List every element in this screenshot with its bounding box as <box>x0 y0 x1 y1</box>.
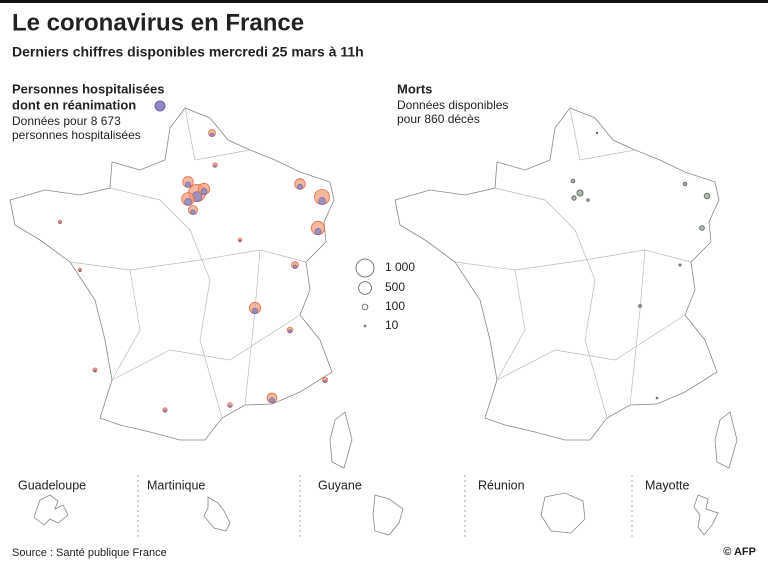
deaths-bubble <box>571 195 577 201</box>
deaths-bubble <box>638 304 642 308</box>
icu-bubble <box>314 228 322 235</box>
legend-circle <box>355 258 375 278</box>
deaths-bubble <box>682 181 688 187</box>
territory-label: Mayotte <box>645 478 690 492</box>
left-map-title: dont en réanimation <box>12 97 136 112</box>
icu-bubble <box>292 264 298 269</box>
left-map-title: Personnes hospitalisées <box>12 81 164 96</box>
legend-circle <box>358 281 372 295</box>
deaths-bubble <box>595 131 599 135</box>
icu-bubble <box>163 409 167 413</box>
department-border <box>454 249 692 271</box>
corsica-outline <box>329 411 353 469</box>
legend-circle <box>361 303 369 311</box>
subtitle: Derniers chiffres disponibles mercredi 2… <box>12 44 364 60</box>
icu-bubble <box>238 239 242 243</box>
department-border <box>569 107 636 161</box>
deaths-bubble <box>570 178 576 184</box>
department-border <box>111 314 301 381</box>
department-border <box>184 107 251 161</box>
department-border <box>494 187 608 419</box>
deaths-bubble <box>703 192 711 200</box>
icu-bubble <box>297 183 303 190</box>
territory-label: Guadeloupe <box>18 478 86 492</box>
territory-label: Réunion <box>478 478 525 492</box>
icu-bubble <box>58 221 62 224</box>
title: Le coronavirus en France <box>12 9 304 36</box>
maps: 1 000 500 100 10 <box>9 107 738 469</box>
deaths-bubble <box>678 263 682 267</box>
icu-key <box>154 100 166 112</box>
source: Source : Santé publique France <box>12 547 167 559</box>
icu-bubble <box>190 209 196 215</box>
icu-bubble <box>200 188 208 195</box>
corsica-outline <box>714 411 738 469</box>
left-map-note: personnes hospitalisées <box>12 128 141 142</box>
department-border <box>109 187 223 419</box>
icu-bubble <box>269 397 275 404</box>
left-map-note: Données pour 8 673 <box>12 114 121 128</box>
icu-bubble <box>78 269 82 272</box>
icu-bubble <box>209 132 215 137</box>
icu-bubble <box>288 329 292 334</box>
legend-label: 100 <box>385 299 405 313</box>
legend-label: 500 <box>385 280 405 294</box>
icu-bubble <box>318 197 326 205</box>
department-border <box>496 269 526 381</box>
france-outline <box>9 107 335 441</box>
deaths-bubble <box>699 225 705 231</box>
territory-label: Guyane <box>318 478 362 492</box>
top-rule <box>0 0 768 3</box>
department-border <box>69 249 307 271</box>
guadeloupe-shape <box>33 494 69 526</box>
martinique-shape <box>203 496 231 532</box>
icu-bubble <box>184 198 192 206</box>
legend-circle <box>363 324 367 328</box>
icu-bubble <box>251 307 259 314</box>
guyane-shape <box>372 494 404 536</box>
reunion-shape <box>540 492 586 534</box>
deaths-bubble <box>576 189 584 197</box>
credit: © AFP <box>723 546 756 558</box>
icu-bubble <box>93 369 97 373</box>
icu-bubble <box>228 404 232 408</box>
department-border <box>496 314 686 381</box>
france-outline <box>394 107 720 441</box>
legend-label: 1 000 <box>385 260 415 274</box>
right-map-note: pour 860 décès <box>397 112 480 126</box>
icu-bubble <box>213 164 217 168</box>
department-border <box>629 249 646 406</box>
legend-label: 10 <box>385 318 399 332</box>
right-map-title: Morts <box>397 81 432 96</box>
department-border <box>111 269 141 381</box>
deaths-bubble <box>655 396 659 400</box>
mayotte-shape <box>693 494 719 536</box>
right-map-note: Données disponibles <box>397 98 508 112</box>
icu-bubble <box>323 379 327 383</box>
deaths-bubble <box>586 198 590 202</box>
france-map <box>9 107 353 469</box>
icu-bubble <box>185 181 192 188</box>
france-map <box>394 107 738 469</box>
territory-label: Martinique <box>147 478 205 492</box>
